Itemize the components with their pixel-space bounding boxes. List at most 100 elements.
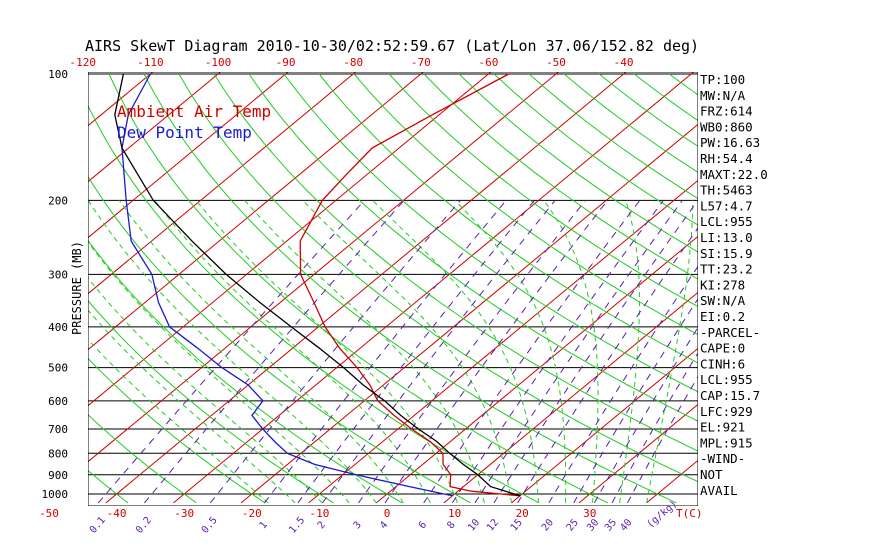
stat-entry: EI:0.2 <box>700 309 745 324</box>
isotherm-line <box>782 65 870 503</box>
top-temp-tick-label: -50 <box>546 56 566 69</box>
pressure-tick-label: 700 <box>48 423 68 436</box>
moist-adiabat-line <box>88 309 296 504</box>
stats-panel: TP:100MW:N/AFRZ:614WB0:860PW:16.63RH:54.… <box>700 72 768 498</box>
dry-adiabat-line <box>88 175 471 504</box>
mixing-ratio-line <box>474 200 683 504</box>
dry-adiabat-line <box>88 414 197 504</box>
dry-adiabat-line <box>88 469 129 504</box>
isotherm-line <box>88 72 424 351</box>
stat-entry: TP:100 <box>700 72 745 87</box>
dry-adiabat-line <box>283 73 698 393</box>
mixing-ratio-label: 6 <box>417 520 429 532</box>
chart-title: AIRS SkewT Diagram 2010-10-30/02:52:59.6… <box>85 37 699 55</box>
mixing-ratio-line <box>144 200 405 504</box>
top-temp-tick-label: -40 <box>614 56 634 69</box>
stat-entry: MPL:915 <box>700 435 753 450</box>
isotherm-line <box>88 72 560 463</box>
top-temp-tick-label: -90 <box>276 56 296 69</box>
stat-entry: L57:4.7 <box>700 198 753 213</box>
series-line-ambient-air-temp <box>299 73 521 497</box>
stat-entry: MAXT:22.0 <box>700 167 768 182</box>
top-temp-tick-label: -120 <box>70 56 97 69</box>
mixing-ratio-label: 1.5 <box>287 515 307 536</box>
bottom-temp-tick-label: -40 <box>107 507 127 520</box>
dry-adiabat-line <box>88 299 334 504</box>
series-line-dew-point-temp <box>121 73 453 497</box>
mixing-ratio-label: 35 <box>603 517 619 533</box>
pressure-tick-label: 100 <box>48 68 68 81</box>
top-temp-tick-label: -70 <box>411 56 431 69</box>
top-temp-tick-label: -110 <box>137 56 164 69</box>
dry-adiabat-line <box>423 73 698 280</box>
legend-dew-point-temp: Dew Point Temp <box>117 123 252 142</box>
dry-adiabat-line <box>88 104 540 504</box>
stat-entry: LCL:955 <box>700 214 753 229</box>
stat-entry: EL:921 <box>700 420 745 435</box>
mixing-ratio-label: 10 <box>466 517 482 533</box>
isotherm-line <box>646 459 698 504</box>
mixing-ratio-label: 20 <box>540 517 556 533</box>
mixing-ratio-line <box>264 200 507 504</box>
isotherm-line <box>88 72 289 239</box>
stat-entry: LFC:929 <box>700 404 753 419</box>
pressure-tick-label: 600 <box>48 395 68 408</box>
stat-entry: FRZ:614 <box>700 104 753 119</box>
isotherm-line <box>0 65 26 503</box>
bottom-temp-tick-label: 10 <box>448 507 461 520</box>
mixing-ratio-label: 0.2 <box>134 515 154 536</box>
top-temp-tick-label: -80 <box>343 56 363 69</box>
dry-adiabat-line <box>248 73 698 422</box>
stat-entry: CAPE:0 <box>700 341 745 356</box>
dry-adiabat-line <box>108 73 609 504</box>
dry-adiabat-line <box>353 73 698 336</box>
stat-entry: TH:5463 <box>700 183 753 198</box>
dry-adiabat-line <box>458 73 698 253</box>
mixing-ratio-label: 25 <box>565 517 581 533</box>
moist-adiabat-line <box>88 338 269 504</box>
series-line-parcel <box>114 73 521 497</box>
mixing-ratio-line <box>384 200 608 504</box>
stat-entry: SW:N/A <box>700 293 746 308</box>
dry-adiabat-line <box>388 73 698 308</box>
pressure-tick-label: 800 <box>48 447 68 460</box>
mixing-ratio-label: 1 <box>258 520 270 532</box>
stat-entry: NOT <box>700 467 723 482</box>
mixing-ratio-line <box>493 200 698 504</box>
isotherm-line <box>308 179 698 504</box>
mixing-ratio-label: 0.5 <box>200 515 220 536</box>
dry-adiabat-line <box>143 73 677 504</box>
stat-entry: KI:278 <box>700 277 745 292</box>
stat-entry: -WIND- <box>700 451 745 466</box>
isotherm-line <box>240 123 698 504</box>
mixing-ratio-line <box>358 200 586 504</box>
mixing-ratio-label: 4 <box>378 520 390 532</box>
bottom-temp-tick-label: -50 <box>39 507 59 520</box>
temp-units-label: T(C) <box>676 507 703 520</box>
dry-adiabat-line <box>809 74 870 503</box>
pressure-tick-label: 900 <box>48 469 68 482</box>
pressure-tick-label: 200 <box>48 194 68 207</box>
stat-entry: WB0:860 <box>700 119 753 134</box>
stat-entry: MW:N/A <box>700 88 746 103</box>
mixing-ratio-line <box>451 200 664 504</box>
pressure-tick-label: 400 <box>48 321 68 334</box>
mixing-ratio-line <box>593 326 698 504</box>
bottom-temp-tick-label: 0 <box>384 507 391 520</box>
isotherm-line <box>88 72 492 407</box>
mixing-ratio-label: 3 <box>352 520 364 532</box>
stat-entry: PW:16.63 <box>700 135 760 150</box>
legend-ambient-air-temp: Ambient Air Temp <box>117 102 271 121</box>
moist-adiabat-line <box>88 200 377 504</box>
pressure-tick-label: 300 <box>48 268 68 281</box>
dry-adiabat-line <box>88 357 266 504</box>
moist-adiabat-line <box>302 200 512 504</box>
dry-adiabat-line <box>0 74 59 503</box>
mixing-ratio-label: 12 <box>485 517 501 533</box>
stat-entry: RH:54.4 <box>700 151 753 166</box>
top-temp-tick-label: -100 <box>205 56 232 69</box>
isotherm-line <box>375 235 698 504</box>
mixing-ratio-line <box>209 200 461 504</box>
moist-adiabat-line <box>244 200 485 504</box>
mixing-ratio-line <box>517 227 698 504</box>
